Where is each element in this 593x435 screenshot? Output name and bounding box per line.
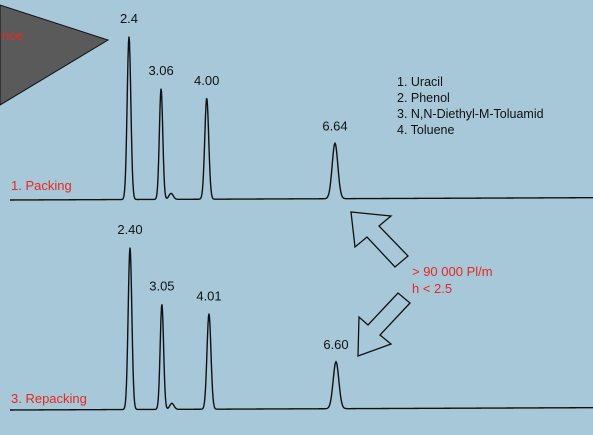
trace-repacking: 2.40 3.05 4.01 6.60 <box>10 222 593 411</box>
peak-label: 4.01 <box>196 288 221 303</box>
legend-item-uracil: 1. Uracil <box>397 75 443 89</box>
trace-packing: 2.4 3.06 4.00 6.64 <box>10 11 593 201</box>
legend-item-toluene: 4. Toluene <box>397 123 455 137</box>
legend-item-toluamid: 3. N,N-Diethyl-M-Toluamid <box>397 107 544 121</box>
chromatogram-line <box>10 247 593 411</box>
peak-label: 6.60 <box>323 337 348 352</box>
arrow-up-left-icon <box>350 211 409 268</box>
arrow-down-left-icon <box>357 292 411 357</box>
chromatogram-line <box>10 36 593 201</box>
trace-label-repacking: 3. Repacking <box>11 391 87 406</box>
plate-height-annotation: h < 2.5 <box>412 281 452 296</box>
plate-count-annotation: > 90 000 Pl/m <box>412 264 493 279</box>
banner-text: nce <box>2 28 23 43</box>
peak-label: 3.06 <box>148 63 173 78</box>
peak-label: 4.00 <box>194 73 219 88</box>
peak-label: 2.40 <box>117 222 142 237</box>
trace-label-packing: 1. Packing <box>11 178 72 193</box>
peak-label: 3.05 <box>149 279 174 294</box>
peak-label: 2.4 <box>120 11 138 26</box>
compound-legend: 1. Uracil 2. Phenol 3. N,N-Diethyl-M-Tol… <box>397 75 544 137</box>
legend-item-phenol: 2. Phenol <box>397 91 450 105</box>
peak-label: 6.64 <box>322 119 347 134</box>
banner-arrow-shape <box>0 4 110 106</box>
